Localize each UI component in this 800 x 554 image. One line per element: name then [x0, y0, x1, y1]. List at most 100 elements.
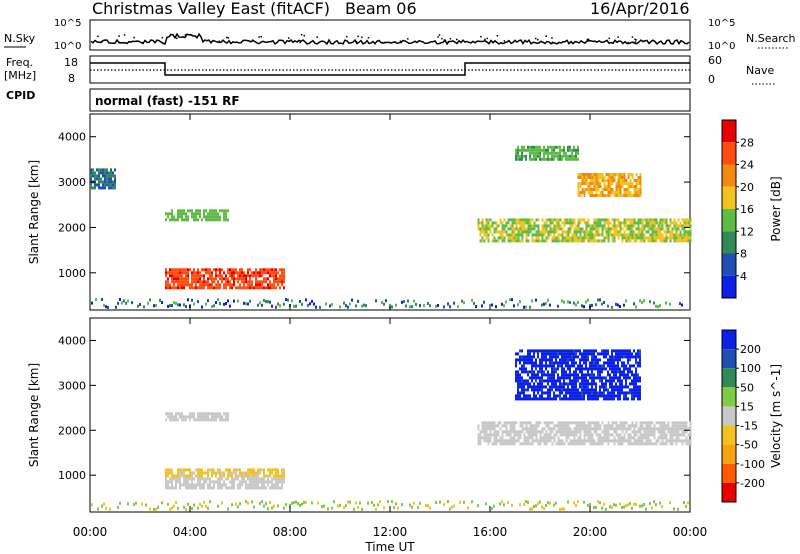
range-cell [611, 424, 614, 428]
range-cell [549, 358, 551, 362]
range-cell [563, 385, 565, 389]
range-cell [635, 367, 637, 371]
range-cell [617, 191, 620, 194]
noise-cell [577, 500, 579, 504]
range-cell [585, 385, 587, 389]
range-cell [185, 280, 187, 284]
range-cell [583, 394, 585, 398]
range-cell [565, 388, 567, 392]
range-cell [233, 274, 235, 278]
noise-cell [665, 301, 667, 305]
range-cell [535, 157, 537, 161]
range-cell [197, 280, 199, 284]
range-cell [587, 424, 590, 428]
range-cell [639, 179, 642, 182]
range-cell [521, 397, 523, 401]
range-cell [165, 474, 167, 478]
range-cell [659, 442, 662, 446]
range-cell [481, 224, 484, 228]
range-cell [583, 439, 586, 443]
range-cell [551, 421, 554, 425]
range-cell [587, 439, 590, 443]
range-cell [523, 427, 526, 431]
range-cell [197, 474, 199, 478]
range-cell [593, 224, 596, 228]
range-cell [529, 394, 531, 398]
range-cell [603, 391, 605, 395]
range-cell [663, 421, 666, 425]
range-cell [639, 433, 642, 437]
range-cell [567, 239, 570, 243]
range-cell [257, 271, 259, 275]
colorbar-segment [722, 387, 736, 407]
range-cell [233, 480, 235, 484]
range-cell [501, 430, 504, 434]
range-cell [231, 486, 233, 490]
range-cell [551, 218, 554, 222]
range-cell [207, 283, 209, 287]
range-cell [595, 355, 597, 359]
range-cell [681, 218, 684, 222]
range-cell [571, 151, 573, 155]
noise-cell [187, 502, 189, 506]
range-cell [593, 176, 596, 179]
range-cell [94, 183, 96, 187]
range-cell [603, 430, 606, 434]
range-cell [110, 174, 112, 178]
range-cell [531, 233, 534, 237]
range-cell [183, 212, 185, 216]
range-cell [607, 391, 609, 395]
range-cell [515, 227, 518, 231]
range-cell [577, 373, 579, 377]
range-cell [261, 286, 263, 290]
range-cell [505, 430, 508, 434]
range-cell [203, 418, 205, 422]
range-cell [595, 361, 597, 365]
noise-cell [385, 299, 387, 303]
range-cell [247, 474, 249, 478]
nsearch-point [551, 41, 554, 43]
range-cell [605, 227, 608, 231]
range-cell [543, 148, 545, 152]
range-cell [603, 376, 605, 380]
range-cell [545, 218, 548, 222]
noise-cell [187, 298, 189, 302]
range-cell [513, 424, 516, 428]
range-cell [507, 421, 510, 425]
range-cell [671, 427, 674, 431]
range-cell [609, 176, 612, 179]
range-cell [177, 274, 179, 278]
y-tick-label: 1000 [58, 267, 86, 280]
range-cell [219, 480, 221, 484]
range-cell [277, 477, 279, 481]
range-cell [235, 268, 237, 272]
range-cell [249, 468, 251, 472]
range-cell [551, 349, 553, 353]
range-cell [563, 433, 566, 437]
x-tick-label: 08:00 [273, 525, 308, 539]
x-tick-label: 00:00 [73, 525, 108, 539]
range-cell [605, 439, 608, 443]
range-cell [633, 394, 635, 398]
range-cell [110, 177, 112, 181]
range-cell [625, 236, 628, 240]
range-cell [559, 239, 562, 243]
range-cell [283, 480, 285, 484]
range-cell [106, 171, 108, 175]
range-cell [653, 442, 656, 446]
range-cell [581, 376, 583, 380]
range-cell [205, 209, 207, 213]
range-cell [629, 355, 631, 359]
range-cell [563, 388, 565, 392]
range-cell [621, 439, 624, 443]
range-cell [613, 239, 616, 243]
range-cell [239, 474, 241, 478]
colorbar-segment [722, 349, 736, 369]
range-cell [579, 397, 581, 401]
range-cell [175, 268, 177, 272]
range-cell [497, 439, 500, 443]
range-cell [595, 391, 597, 395]
range-cell [611, 355, 613, 359]
range-cell [605, 349, 607, 353]
range-cell [669, 436, 672, 440]
